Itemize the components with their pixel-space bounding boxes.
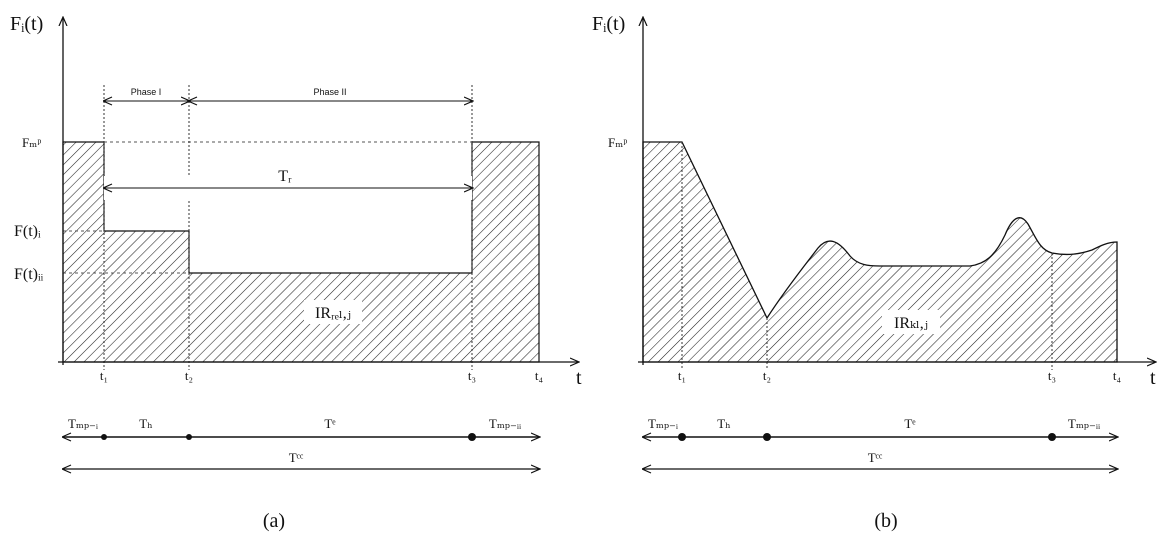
panel-a-seg-label-1: Tₘₚ₋ᵢ	[68, 416, 99, 431]
panel-a-y-axis-label: Fᵢ(t)	[10, 13, 43, 35]
panel-a-seg-dot-3	[468, 433, 476, 441]
panel-a-region-label: IRᵣₑₗ,ⱼ	[315, 305, 351, 322]
panel-a-total-label: Tᶜᶜ	[289, 450, 304, 465]
panel-a-x-axis-label: t	[576, 367, 582, 389]
panel-b-seg-label-3: Tᵉ	[904, 416, 916, 431]
panel-b-seg-label-1: Tₘₚ₋ᵢ	[648, 416, 679, 431]
panel-a-seg-dot-1	[101, 434, 107, 440]
panel-a-phase-2-label: Phase II	[313, 87, 346, 97]
panel-b-x-tick-t2: t₂	[763, 368, 771, 383]
panel-a-seg-label-4: Tₘₚ₋ᵢᵢ	[489, 416, 522, 431]
panel-b-x-axis-label: t	[1150, 367, 1156, 389]
panel-b-region-label-bg	[882, 310, 940, 334]
panel-b-region-label: IRₖₗ,ⱼ	[894, 315, 928, 332]
panel-a-region-label-bg	[304, 300, 362, 324]
panel-b-x-tick-t1: t₁	[678, 368, 686, 383]
panel-a-x-tick-t2: t₂	[185, 368, 193, 383]
panel-a-x-tick-t3: t₃	[468, 368, 476, 383]
panel-a-y-tick-f2: F(t)ᵢᵢ	[14, 266, 44, 283]
panel-a-x-tick-t4: t₄	[535, 368, 544, 383]
panel-b-hatched-area	[642, 141, 1118, 363]
panel-b-seg-label-4: Tₘₚ₋ᵢᵢ	[1068, 416, 1101, 431]
panel-a-x-tick-t1: t₁	[100, 368, 108, 383]
panel-b-total-label: Tᶜᶜ	[868, 450, 883, 465]
panel-b-caption: (b)	[874, 510, 897, 532]
panel-b-seg-dot-1	[678, 433, 686, 441]
panel-b-seg-label-2: Tₕ	[717, 416, 731, 431]
panel-a-caption: (a)	[263, 510, 285, 532]
panel-a-hatched-area	[62, 141, 540, 363]
panel-b-seg-dot-2	[763, 433, 771, 441]
panel-a-seg-label-2: Tₕ	[139, 416, 153, 431]
panel-b-seg-dot-3	[1048, 433, 1056, 441]
panel-b-y-tick-fmp: Fₘᵖ	[608, 135, 627, 150]
panel-b-x-tick-t3: t₃	[1048, 368, 1056, 383]
panel-b-y-axis-label: Fᵢ(t)	[592, 13, 625, 35]
panel-a-seg-label-3: Tᵉ	[324, 416, 336, 431]
panel-a-seg-dot-2	[186, 434, 192, 440]
panel-a-y-tick-fmp: Fₘᵖ	[22, 135, 41, 150]
panel-b-x-tick-t4: t₄	[1113, 368, 1122, 383]
panel-a-y-tick-f1: F(t)ᵢ	[14, 223, 41, 240]
panel-a-span-label: Tᵣ	[278, 168, 292, 185]
panel-a-phase-1-label: Phase I	[131, 87, 162, 97]
panel-b: Fᵢ(t) t Fₘᵖ IRₖₗ,ⱼ t₁ t₂ t₃ t₄ Tₘₚ₋ᵢ Tₕ …	[592, 13, 1156, 532]
panel-a: Phase I Phase II Tᵣ Fᵢ(t) t Fₘᵖ F(t)ᵢ F(…	[10, 13, 582, 532]
